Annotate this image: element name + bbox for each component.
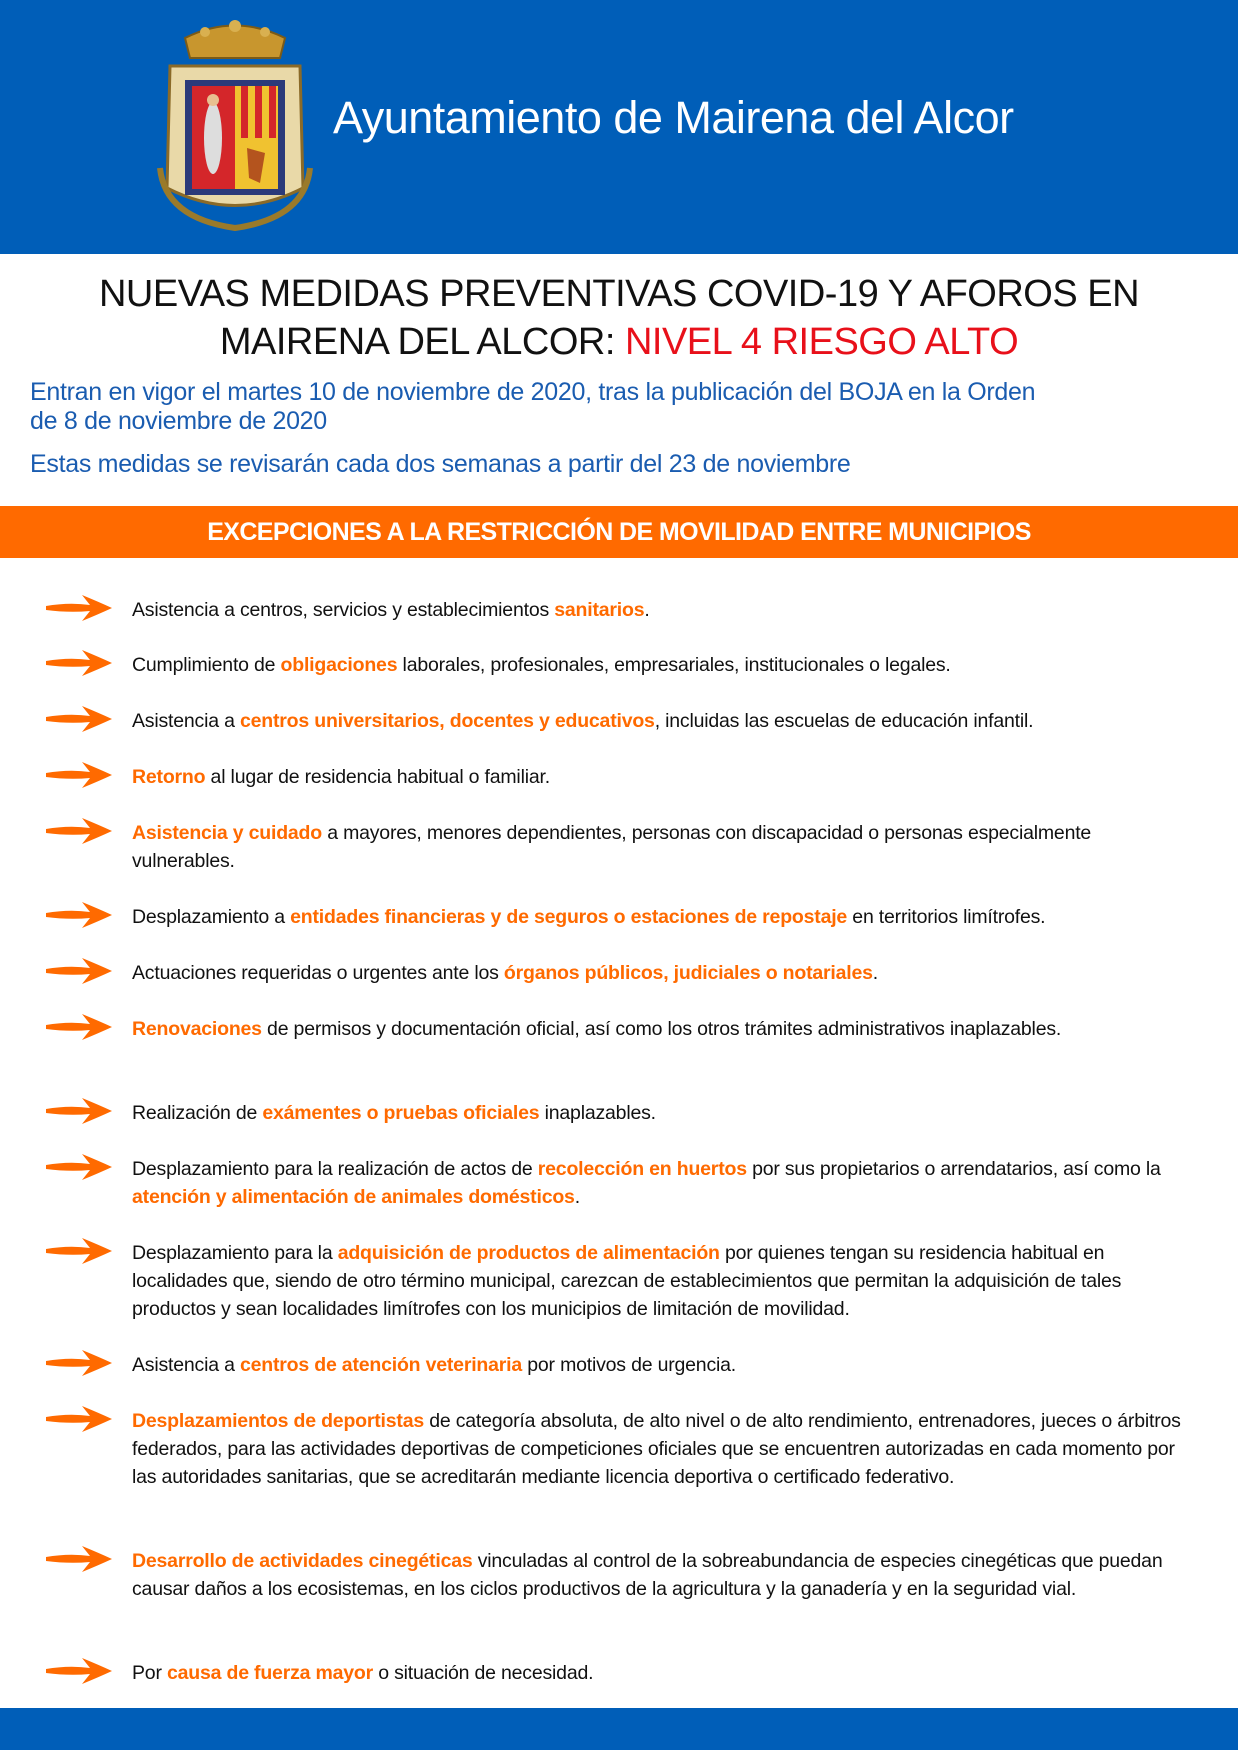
highlight-text: sanitarios [554,599,645,621]
organization-name: Ayuntamiento de Mairena del Alcor [333,92,1014,143]
arrow-icon [46,958,112,984]
title-prefix: MAIRENA DEL ALCOR: [219,321,625,363]
list-item-text: Asistencia a centros universitarios, doc… [132,707,1192,735]
highlight-text: entidades financieras y de seguros o est… [290,906,848,928]
body-text: Asistencia a [132,710,240,732]
arrow-icon [46,818,112,844]
body-text: Actuaciones requeridas o urgentes ante l… [132,962,504,984]
review-note: Estas medidas se revisarán cada dos sema… [30,450,851,478]
list-item-text: Por causa de fuerza mayor o situación de… [132,1659,1192,1687]
body-text: Cumplimiento de [132,654,281,676]
effective-date-line-1: Entran en vigor el martes 10 de noviembr… [30,378,1036,406]
body-text: en territorios limítrofes. [847,906,1046,928]
highlight-text: Desplazamientos de deportistas [132,1410,425,1432]
body-text: Realización de [132,1102,263,1124]
arrow-icon [46,1154,112,1180]
section-heading: EXCEPCIONES A LA RESTRICCIÓN DE MOVILIDA… [0,506,1238,558]
body-text: Desplazamiento para la [132,1242,338,1264]
highlight-text: Retorno [132,766,206,788]
highlight-text: atención y alimentación de animales domé… [132,1186,575,1208]
effective-date-text: Entran en vigor el martes 10 de noviembr… [30,378,1036,436]
body-text: laborales, profesionales, empresariales,… [397,654,951,676]
coat-of-arms-icon [157,20,313,232]
arrow-icon [46,1658,112,1684]
effective-date-line-2: de 8 de noviembre de 2020 [30,407,327,435]
list-item-text: Cumplimiento de obligaciones laborales, … [132,651,1192,679]
body-text: . [574,1186,580,1208]
list-item-text: Renovaciones de permisos y documentación… [132,1015,1192,1043]
header-banner: Ayuntamiento de Mairena del Alcor [0,0,1238,254]
list-item-text: Retorno al lugar de residencia habitual … [132,763,1192,791]
highlight-text: Desarrollo de actividades cinegéticas [132,1550,473,1572]
body-text: vinculadas al control de la sobreabundan… [132,1550,1163,1600]
body-text: , incluidas las escuelas de educación in… [654,710,1034,732]
body-text: por sus propietarios o arrendatarios, as… [746,1158,1161,1180]
arrow-icon [46,902,112,928]
highlight-text: exámentes o pruebas oficiales [262,1102,540,1124]
highlight-text: centros universitarios, docentes y educa… [239,710,655,732]
body-text: . [872,962,878,984]
title-line-2: MAIRENA DEL ALCOR: NIVEL 4 RIESGO ALTO [0,318,1238,366]
body-text: inaplazables. [539,1102,656,1124]
arrow-icon [46,1098,112,1124]
body-text: Asistencia a centros, servicios y establ… [132,599,555,621]
body-text: de permisos y documentación oficial, así… [261,1018,1062,1040]
body-text: Desplazamiento a [132,906,291,928]
body-text: Por [132,1662,167,1684]
highlight-text: Renovaciones [132,1018,262,1040]
highlight-text: centros de atención veterinaria [239,1354,523,1376]
arrow-icon [46,650,112,676]
list-item-text: Desplazamientos de deportistas de catego… [132,1407,1192,1491]
highlight-text: causa de fuerza mayor [166,1662,374,1684]
highlight-text: órganos públicos, judiciales o notariale… [503,962,873,984]
highlight-text: adquisición de productos de alimentación [337,1242,720,1264]
highlight-text: recolección en huertos [537,1158,747,1180]
body-text: Desplazamiento para la realización de ac… [132,1158,538,1180]
body-text: al lugar de residencia habitual o famili… [205,766,551,788]
arrow-icon [46,762,112,788]
arrow-icon [46,706,112,732]
footer-bar [0,1708,1238,1750]
arrow-icon [46,1406,112,1432]
highlight-text: Asistencia y cuidado [132,822,322,844]
body-text: por quienes tengan su residencia habitua… [132,1242,1122,1320]
risk-level: NIVEL 4 RIESGO ALTO [624,321,1019,363]
body-text: . [644,599,650,621]
arrow-icon [46,1014,112,1040]
body-text: Asistencia a [132,1354,240,1376]
list-item-text: Asistencia y cuidado a mayores, menores … [132,819,1192,875]
title-line-1: NUEVAS MEDIDAS PREVENTIVAS COVID-19 Y AF… [98,273,1140,315]
body-text: por motivos de urgencia. [522,1354,736,1376]
arrow-icon [46,595,112,621]
list-item-text: Realización de exámentes o pruebas ofici… [132,1099,1192,1127]
list-item-text: Asistencia a centros, servicios y establ… [132,596,1192,624]
list-item-text: Desplazamiento a entidades financieras y… [132,903,1192,931]
list-item-text: Asistencia a centros de atención veterin… [132,1351,1192,1379]
body-text: a mayores, menores dependientes, persona… [132,822,1092,872]
body-text: de categoría absoluta, de alto nivel o d… [132,1410,1181,1488]
highlight-text: obligaciones [280,654,398,676]
arrow-icon [46,1238,112,1264]
list-item-text: Desplazamiento para la adquisición de pr… [132,1239,1192,1323]
arrow-icon [46,1546,112,1572]
list-item-text: Desplazamiento para la realización de ac… [132,1155,1192,1211]
list-item-text: Actuaciones requeridas o urgentes ante l… [132,959,1192,987]
body-text: o situación de necesidad. [373,1662,594,1684]
page-title: NUEVAS MEDIDAS PREVENTIVAS COVID-19 Y AF… [0,270,1238,366]
arrow-icon [46,1350,112,1376]
list-item-text: Desarrollo de actividades cinegéticas vi… [132,1547,1192,1603]
